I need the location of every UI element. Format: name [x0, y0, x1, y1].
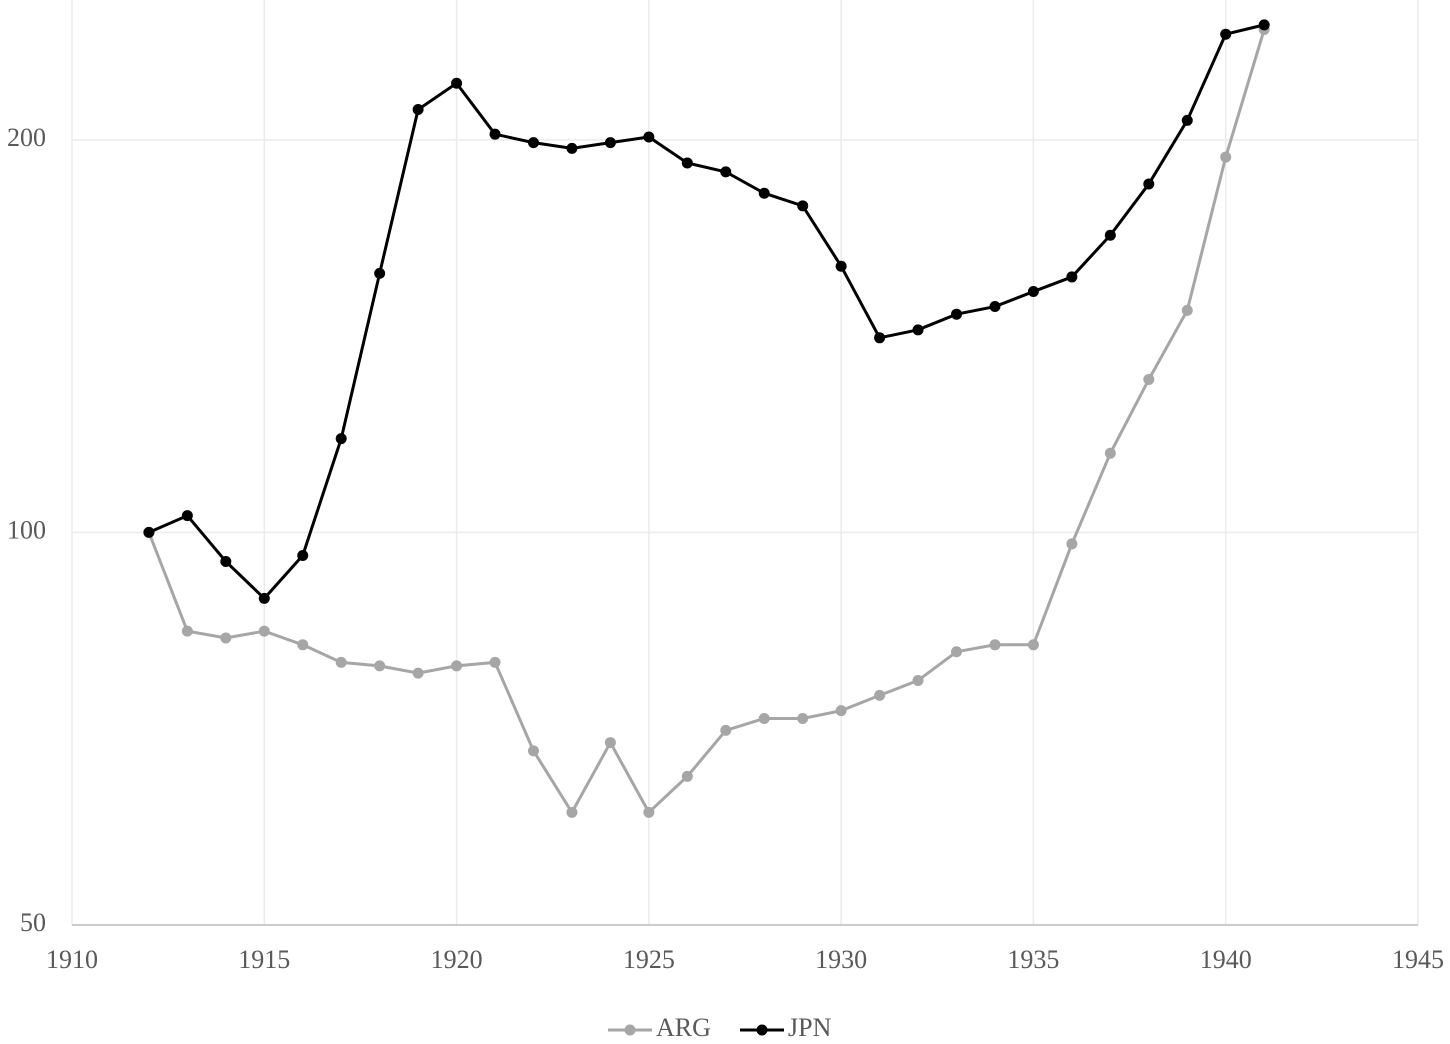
data-point [1258, 19, 1270, 31]
data-point [835, 705, 847, 717]
data-point [1143, 373, 1155, 385]
data-point [874, 689, 886, 701]
data-point [874, 332, 886, 344]
data-point [1143, 178, 1155, 190]
x-tick-label: 1915 [238, 945, 290, 974]
data-point [989, 639, 1001, 651]
data-point [797, 712, 809, 724]
data-point [412, 667, 424, 679]
data-point [758, 187, 770, 199]
data-point [1104, 229, 1116, 241]
legend-marker [624, 1024, 636, 1036]
legend-label: ARG [656, 1013, 711, 1042]
data-point [720, 724, 732, 736]
data-point [1181, 304, 1193, 316]
data-point [451, 77, 463, 89]
data-point [912, 324, 924, 336]
x-tick-label: 1930 [815, 945, 867, 974]
data-point [527, 137, 539, 149]
data-point [258, 592, 270, 604]
data-point [835, 260, 847, 272]
y-tick-label: 50 [20, 908, 46, 937]
data-point [1104, 447, 1116, 459]
data-point [143, 526, 155, 538]
x-tick-label: 1935 [1007, 945, 1059, 974]
data-point [681, 157, 693, 169]
data-point [297, 550, 309, 562]
data-point [297, 639, 309, 651]
data-point [1220, 28, 1232, 40]
data-point [412, 103, 424, 115]
data-point [951, 646, 963, 658]
legend-marker [756, 1024, 768, 1036]
data-point [681, 770, 693, 782]
series-line [148, 23, 1265, 601]
x-tick-label: 1945 [1392, 945, 1444, 974]
data-point [489, 128, 501, 140]
data-point [797, 200, 809, 212]
data-point [1181, 114, 1193, 126]
y-tick-label: 200 [7, 123, 46, 152]
data-point [1066, 271, 1078, 283]
data-point [181, 625, 193, 637]
data-point [181, 510, 193, 522]
data-point [374, 660, 386, 672]
data-point [604, 137, 616, 149]
data-point [258, 625, 270, 637]
data-point [643, 806, 655, 818]
data-point [489, 656, 501, 668]
data-point [1027, 639, 1039, 651]
data-point [220, 555, 232, 567]
data-point [374, 267, 386, 279]
data-point [527, 745, 539, 757]
data-point [758, 712, 770, 724]
data-point [951, 308, 963, 320]
data-point [220, 632, 232, 644]
x-tick-label: 1925 [623, 945, 675, 974]
series-line [147, 29, 1266, 816]
data-point [1066, 538, 1078, 550]
data-point [643, 131, 655, 143]
data-point [1220, 151, 1232, 163]
x-tick-label: 1910 [46, 945, 98, 974]
data-point [566, 142, 578, 154]
data-point [1027, 286, 1039, 298]
data-point [566, 806, 578, 818]
data-point [720, 166, 732, 178]
data-point [335, 433, 347, 445]
data-point [335, 656, 347, 668]
y-tick-label: 100 [7, 515, 46, 544]
x-tick-label: 1940 [1200, 945, 1252, 974]
data-point [989, 301, 1001, 313]
data-point [604, 737, 616, 749]
legend-label: JPN [788, 1013, 832, 1042]
x-tick-label: 1920 [431, 945, 483, 974]
data-point [451, 660, 463, 672]
data-point [912, 674, 924, 686]
